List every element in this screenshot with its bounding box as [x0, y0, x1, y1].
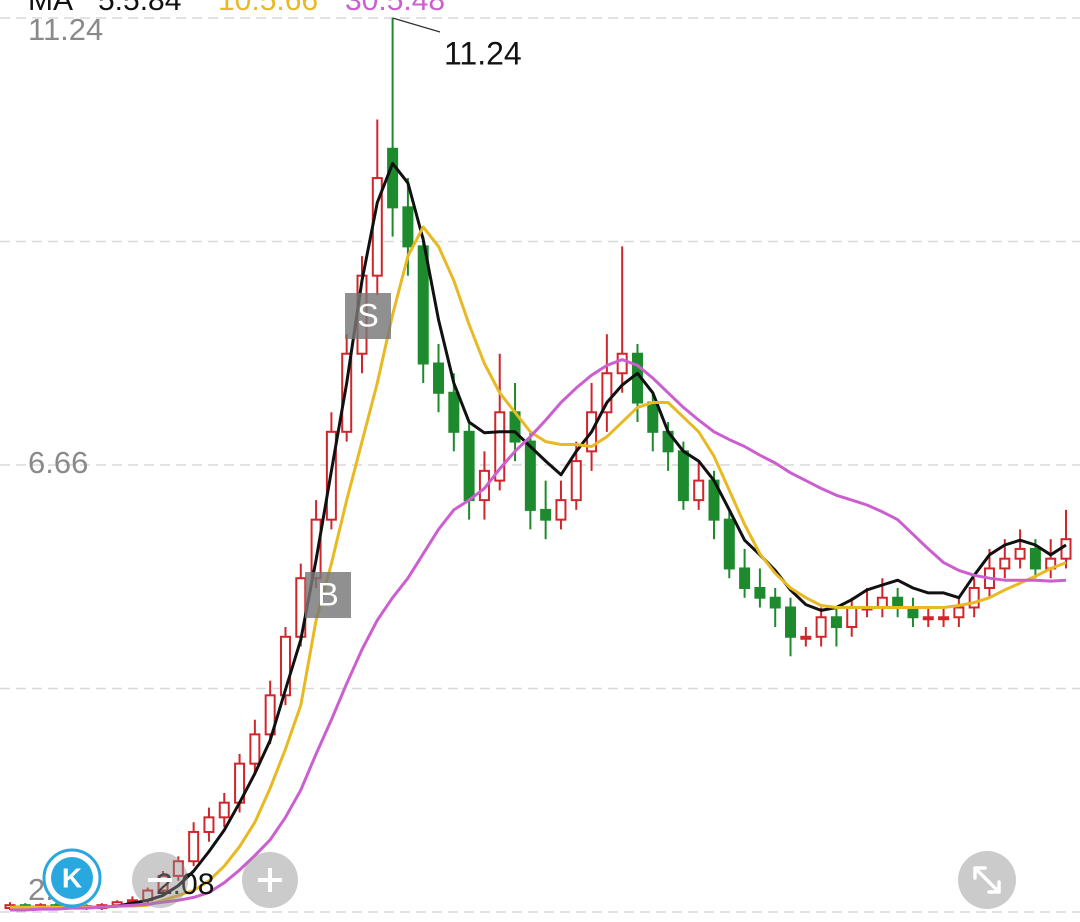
- kline-button-face: [51, 857, 93, 899]
- candle-body: [616, 352, 628, 375]
- candle-body: [387, 147, 399, 209]
- ma-line: [10, 358, 1067, 912]
- candle-body: [800, 635, 812, 640]
- candle-body: [463, 430, 475, 502]
- candle-body: [1060, 538, 1072, 560]
- candle-body: [433, 362, 445, 394]
- candle-body: [188, 830, 200, 863]
- kline-button-label: K: [62, 862, 82, 893]
- candle-body: [754, 586, 766, 599]
- candle-body: [922, 616, 934, 621]
- candle-body: [540, 508, 552, 521]
- candle-body: [157, 874, 169, 892]
- max-pointer: [392, 17, 441, 33]
- y-tick-label: 11.24: [28, 12, 103, 47]
- candle-body: [723, 518, 735, 570]
- candle-body: [172, 860, 184, 877]
- candle-body: [402, 206, 414, 248]
- candle-body: [249, 733, 261, 765]
- candle-body: [830, 616, 842, 629]
- zoom-out-button[interactable]: [132, 852, 188, 908]
- candle-body: [279, 635, 291, 697]
- candle-body: [647, 401, 659, 433]
- zoom-in-button[interactable]: [242, 852, 298, 908]
- candle-body: [785, 606, 797, 638]
- legend-prefix: MA: [28, 0, 73, 17]
- candle-body: [953, 606, 965, 619]
- moving-averages: [10, 161, 1067, 912]
- candle-body: [494, 411, 506, 482]
- fullscreen-button[interactable]: [958, 851, 1016, 909]
- candle-body: [570, 460, 582, 502]
- ma-line: [10, 225, 1067, 909]
- candle-body: [999, 557, 1011, 570]
- candle-body: [739, 567, 751, 589]
- candle-body: [524, 440, 536, 511]
- trade-marker-label: B: [317, 576, 338, 612]
- candle-body: [938, 616, 950, 621]
- y-tick-label: 6.66: [28, 445, 88, 480]
- legend-entry: 5:5.84: [98, 0, 181, 17]
- candle-body: [769, 596, 781, 609]
- trade-marker-box: [345, 293, 391, 339]
- candle-body: [203, 816, 215, 833]
- max-annotation: 11.24: [444, 35, 522, 71]
- candle-body: [448, 391, 460, 433]
- ma-line: [10, 161, 1067, 909]
- trade-marker-box: [305, 572, 351, 618]
- candle-body: [693, 479, 705, 502]
- candle-body: [601, 372, 613, 414]
- legend-entry: 30:5.48: [345, 0, 445, 17]
- controls: K: [42, 848, 1016, 909]
- overlay: BS: [305, 17, 441, 618]
- candle-body: [555, 499, 567, 521]
- legend-entry: 10:5.66: [218, 0, 318, 17]
- candle-body: [1014, 547, 1026, 560]
- candle-body: [677, 450, 689, 502]
- candle-body: [478, 469, 490, 502]
- candle-body: [968, 586, 980, 609]
- candle-body: [846, 606, 858, 629]
- candles: [4, 18, 1072, 911]
- candle-body: [218, 801, 230, 819]
- candle-body: [264, 694, 276, 736]
- fullscreen-icon: [973, 866, 1001, 894]
- trade-marker-label: S: [357, 297, 378, 333]
- kline-button[interactable]: K: [42, 848, 102, 908]
- candle-body: [1029, 547, 1041, 570]
- candle-body: [815, 616, 827, 638]
- min-annotation: 2.08: [156, 868, 214, 901]
- grid: [0, 17, 1080, 913]
- candle-body: [341, 352, 353, 433]
